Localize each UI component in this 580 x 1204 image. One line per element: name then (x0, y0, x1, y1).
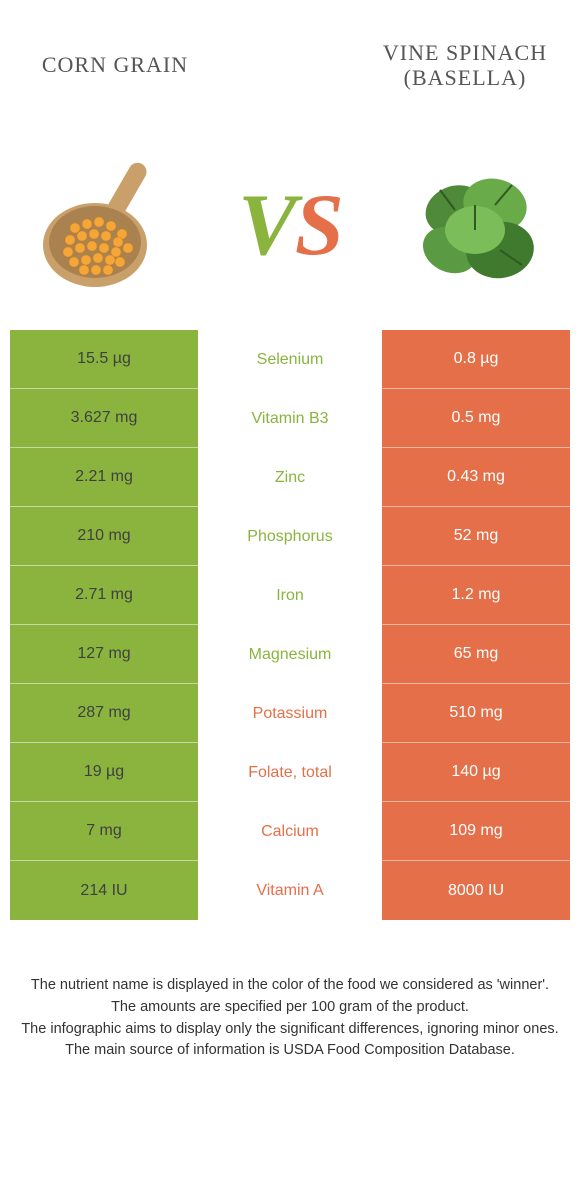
nutrient-label: Selenium (198, 330, 382, 389)
left-value: 127 mg (10, 625, 198, 684)
right-value: 0.43 mg (382, 448, 570, 507)
nutrient-label: Potassium (198, 684, 382, 743)
left-value: 19 µg (10, 743, 198, 802)
nutrient-label: Folate, total (198, 743, 382, 802)
images-row: VS (10, 130, 570, 320)
right-value: 0.8 µg (382, 330, 570, 389)
nutrient-label: Vitamin B3 (198, 389, 382, 448)
left-value: 7 mg (10, 802, 198, 861)
table-row: 15.5 µgSelenium0.8 µg (10, 330, 570, 389)
table-row: 210 mgPhosphorus52 mg (10, 507, 570, 566)
vs-v: V (238, 177, 295, 274)
right-value: 52 mg (382, 507, 570, 566)
left-value: 2.21 mg (10, 448, 198, 507)
right-food-title: VINE SPINACH (BASELLA) (370, 40, 560, 91)
table-row: 2.21 mgZinc0.43 mg (10, 448, 570, 507)
table-row: 214 IUVitamin A8000 IU (10, 861, 570, 920)
left-value: 214 IU (10, 861, 198, 920)
nutrient-label: Zinc (198, 448, 382, 507)
table-row: 2.71 mgIron1.2 mg (10, 566, 570, 625)
header: CORN GRAIN VINE SPINACH (BASELLA) (10, 0, 570, 130)
footnote-line: The nutrient name is displayed in the co… (18, 975, 562, 997)
left-value: 15.5 µg (10, 330, 198, 389)
nutrient-label: Iron (198, 566, 382, 625)
corn-image (25, 145, 185, 305)
left-value: 2.71 mg (10, 566, 198, 625)
right-value: 65 mg (382, 625, 570, 684)
footnotes: The nutrient name is displayed in the co… (10, 975, 570, 1062)
right-value: 109 mg (382, 802, 570, 861)
vs-s: S (295, 177, 342, 274)
nutrient-label: Vitamin A (198, 861, 382, 920)
left-value: 287 mg (10, 684, 198, 743)
table-row: 7 mgCalcium109 mg (10, 802, 570, 861)
right-value: 140 µg (382, 743, 570, 802)
table-row: 287 mgPotassium510 mg (10, 684, 570, 743)
left-value: 210 mg (10, 507, 198, 566)
vs-label: VS (238, 175, 342, 276)
table-row: 3.627 mgVitamin B30.5 mg (10, 389, 570, 448)
right-value: 1.2 mg (382, 566, 570, 625)
table-row: 127 mgMagnesium65 mg (10, 625, 570, 684)
footnote-line: The main source of information is USDA F… (18, 1040, 562, 1062)
footnote-line: The amounts are specified per 100 gram o… (18, 997, 562, 1019)
nutrient-label: Calcium (198, 802, 382, 861)
right-value: 510 mg (382, 684, 570, 743)
table-row: 19 µgFolate, total140 µg (10, 743, 570, 802)
right-value: 8000 IU (382, 861, 570, 920)
nutrient-label: Magnesium (198, 625, 382, 684)
nutrient-table: 15.5 µgSelenium0.8 µg3.627 mgVitamin B30… (10, 330, 570, 920)
right-value: 0.5 mg (382, 389, 570, 448)
nutrient-label: Phosphorus (198, 507, 382, 566)
spinach-image (395, 145, 555, 305)
left-value: 3.627 mg (10, 389, 198, 448)
left-food-title: CORN GRAIN (20, 52, 210, 77)
footnote-line: The infographic aims to display only the… (18, 1019, 562, 1041)
